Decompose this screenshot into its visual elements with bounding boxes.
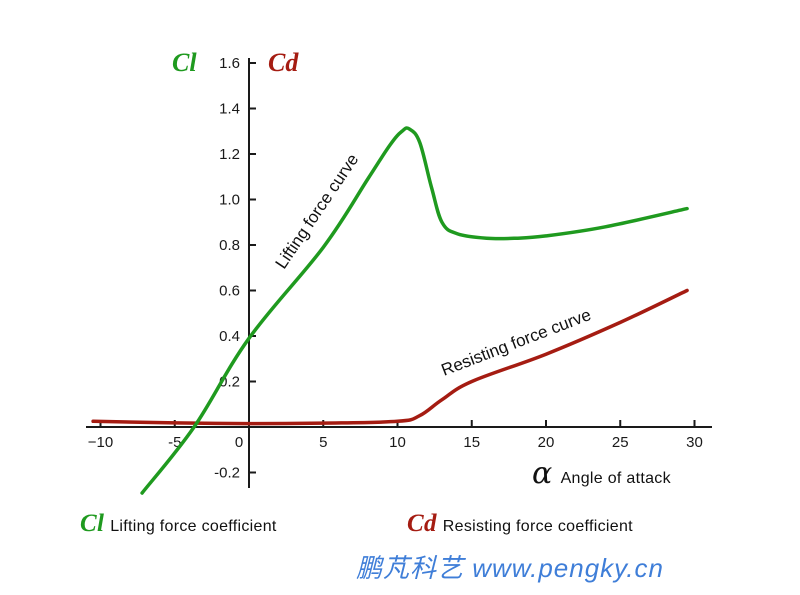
y-tick-label: 0.4: [219, 328, 240, 345]
x-tick-label: 25: [612, 434, 629, 451]
legend-cd-text: Resisting force coefficient: [442, 518, 633, 535]
y-tick-label: 0.6: [219, 283, 240, 300]
y-tick-label: -0.2: [214, 465, 240, 482]
lifting-force-curve: [140, 126, 689, 495]
x-tick-label: 30: [686, 434, 703, 451]
legend-cl-symbol: Cl: [80, 510, 105, 537]
cl-axis-symbol: Cl: [172, 48, 197, 77]
legend-cd-symbol: Cd: [407, 510, 437, 537]
x-tick-label: 20: [538, 434, 555, 451]
cd-axis-symbol: Cd: [268, 48, 299, 77]
y-ticks: -0.20.20.40.60.81.01.21.41.6: [214, 55, 256, 482]
legend-cl: Cl Lifting force coefficient: [80, 510, 277, 538]
resisting-force-curve: [91, 288, 689, 426]
x-axis-title-text: Angle of attack: [560, 470, 671, 487]
alpha-symbol: α: [532, 456, 553, 491]
legend-cl-text: Lifting force coefficient: [110, 518, 277, 535]
y-tick-label: 1.2: [219, 146, 240, 163]
legend-cd: Cd Resisting force coefficient: [407, 510, 633, 538]
axes: [86, 58, 712, 488]
y-tick-label: 0.8: [219, 237, 240, 254]
x-tick-label: 15: [463, 434, 480, 451]
watermark: 鹏芃科艺 www.pengky.cn: [356, 553, 664, 583]
y-tick-label: 1.6: [219, 55, 240, 72]
x-tick-label: 5: [319, 434, 327, 451]
x-axis-title: α Angle of attack: [532, 456, 671, 491]
x-tick-label: 10: [389, 434, 406, 451]
y-tick-label: 1.4: [219, 101, 240, 118]
x-tick-label: 0: [235, 434, 243, 451]
y-tick-label: 1.0: [219, 192, 240, 209]
x-tick-label: −10: [88, 434, 113, 451]
x-ticks: −10 -5 0 5 10 15 20 25 30: [88, 420, 703, 451]
